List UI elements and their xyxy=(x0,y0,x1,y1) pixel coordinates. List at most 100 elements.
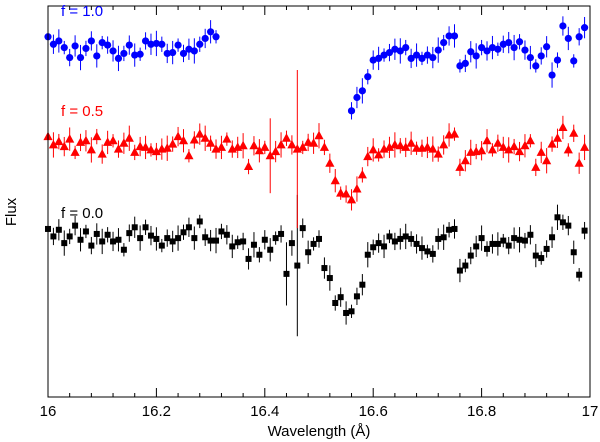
data-point xyxy=(353,293,360,300)
data-point xyxy=(451,225,458,232)
data-point xyxy=(510,43,518,52)
series-label: f = 0.0 xyxy=(61,205,103,222)
data-point xyxy=(341,189,351,198)
data-point xyxy=(223,231,230,238)
data-point xyxy=(407,54,415,63)
data-point xyxy=(364,251,371,258)
data-point xyxy=(48,139,59,149)
data-point xyxy=(119,138,129,147)
series-1 xyxy=(43,70,590,229)
data-point xyxy=(553,56,562,64)
x-tick-label: 16 xyxy=(40,403,57,420)
data-point xyxy=(527,231,534,238)
data-point xyxy=(396,47,404,55)
data-point xyxy=(488,43,497,52)
data-point xyxy=(456,267,463,274)
data-point xyxy=(484,245,491,252)
data-point xyxy=(558,122,568,131)
data-point xyxy=(310,240,317,247)
series-label: f = 0.5 xyxy=(61,103,103,120)
data-point xyxy=(196,218,203,225)
data-point xyxy=(294,262,301,269)
data-point xyxy=(439,139,449,149)
y-axis-title: Flux xyxy=(3,197,20,226)
data-point xyxy=(478,235,485,242)
data-point xyxy=(185,224,192,231)
data-point xyxy=(130,147,140,156)
data-point xyxy=(54,136,64,146)
data-point xyxy=(570,249,577,256)
data-point xyxy=(229,243,236,250)
x-axis-ticks: 16 16.2 16.4 16.6 16.8 17 xyxy=(40,6,598,420)
data-point xyxy=(249,140,259,150)
series-label: f = 1.0 xyxy=(61,3,103,20)
data-point xyxy=(158,40,166,48)
data-point xyxy=(487,144,498,154)
data-point xyxy=(413,240,420,247)
data-point xyxy=(66,233,73,240)
data-point xyxy=(543,43,551,51)
data-point xyxy=(401,142,411,151)
data-point xyxy=(380,51,388,59)
data-point xyxy=(168,139,178,148)
data-point xyxy=(120,49,128,58)
data-point xyxy=(93,230,100,237)
data-point xyxy=(402,233,409,240)
data-point xyxy=(287,139,297,149)
data-point xyxy=(153,235,160,242)
data-point xyxy=(281,133,292,142)
data-point xyxy=(574,158,584,167)
data-point xyxy=(397,235,404,242)
data-point xyxy=(212,33,220,41)
data-point xyxy=(489,240,496,247)
data-point xyxy=(234,239,241,246)
data-point xyxy=(347,107,356,115)
data-point xyxy=(381,243,388,250)
data-point xyxy=(525,135,535,145)
data-point xyxy=(184,150,194,160)
data-point xyxy=(461,59,469,68)
data-point xyxy=(375,240,382,247)
data-point xyxy=(483,47,491,55)
data-point xyxy=(440,39,448,47)
data-point xyxy=(477,145,487,155)
data-point xyxy=(473,243,480,250)
data-point xyxy=(243,161,254,171)
data-point xyxy=(191,235,198,242)
data-point xyxy=(369,56,377,64)
data-point xyxy=(136,50,144,58)
data-point xyxy=(216,142,227,151)
data-point xyxy=(449,129,460,138)
data-point xyxy=(131,51,139,59)
data-point xyxy=(547,139,557,148)
data-point xyxy=(516,236,523,243)
data-point xyxy=(189,134,199,144)
data-point xyxy=(450,32,459,40)
data-point xyxy=(446,226,453,233)
data-point xyxy=(60,43,68,52)
data-point xyxy=(520,140,530,150)
data-point xyxy=(564,34,572,43)
data-point xyxy=(500,237,507,244)
data-point xyxy=(200,133,210,142)
data-point xyxy=(531,162,541,171)
data-point xyxy=(467,252,474,259)
data-point xyxy=(82,44,90,53)
data-point xyxy=(423,51,431,59)
data-point xyxy=(570,57,578,65)
data-point xyxy=(190,47,198,55)
data-point xyxy=(158,242,165,249)
data-point xyxy=(332,299,339,306)
data-point xyxy=(493,138,503,147)
data-point xyxy=(88,242,95,249)
data-point xyxy=(494,45,502,53)
data-point xyxy=(108,135,118,145)
data-point xyxy=(81,135,91,145)
data-point xyxy=(402,43,410,52)
data-point xyxy=(559,219,566,226)
plot-frame xyxy=(47,5,591,398)
data-point xyxy=(104,41,112,49)
data-point xyxy=(169,238,176,245)
data-point xyxy=(110,238,117,245)
